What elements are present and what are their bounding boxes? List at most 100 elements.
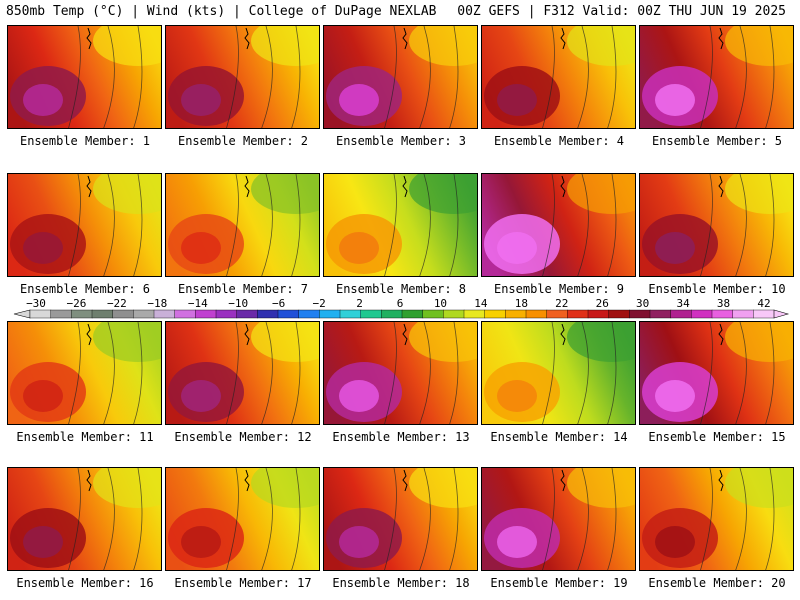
colorbar-tick-label: −26 — [67, 297, 87, 310]
ensemble-member-map — [481, 467, 636, 571]
ensemble-member-map — [7, 467, 162, 571]
colorbar-swatch — [753, 309, 775, 319]
member-label: Ensemble Member: 8 — [335, 282, 467, 296]
member-label: Ensemble Member: 15 — [648, 430, 786, 444]
colorbar-tick-label: 42 — [757, 297, 770, 310]
temperature-colorbar: −30 −26 −22 −18 −14 −10 −6 −2 2 6 10 14 18 22 26 30 34 38… — [13, 297, 790, 319]
member-label: Ensemble Member: 2 — [177, 134, 309, 148]
colorbar-tick-label: −10 — [228, 297, 248, 310]
colorbar-swatch — [732, 309, 754, 319]
colorbar-swatch — [257, 309, 279, 319]
temperature-field — [482, 26, 635, 128]
run-valid-time: 00Z GEFS | F312 Valid: 00Z THU JUN 19 20… — [457, 4, 786, 19]
temperature-field — [8, 468, 161, 570]
colorbar-swatch — [91, 309, 114, 319]
colorbar-tick-label: 38 — [717, 297, 730, 310]
colorbar-swatch — [319, 309, 341, 319]
temperature-field — [324, 26, 477, 128]
ensemble-member-map — [639, 25, 794, 129]
member-label: Ensemble Member: 3 — [335, 134, 467, 148]
colorbar-min-arrow — [13, 309, 31, 319]
member-label: Ensemble Member: 16 — [16, 576, 154, 590]
colorbar-swatch — [401, 309, 424, 319]
colorbar-swatch — [174, 309, 196, 319]
ensemble-member-map — [323, 467, 478, 571]
colorbar-swatch — [525, 309, 548, 319]
colorbar-tick-label: 22 — [555, 297, 568, 310]
ensemble-member-map — [639, 321, 794, 425]
temperature-field — [482, 322, 635, 424]
member-label: Ensemble Member: 13 — [332, 430, 470, 444]
ensemble-member-map — [639, 173, 794, 277]
ensemble-member-map — [323, 173, 478, 277]
ensemble-member-map — [7, 25, 162, 129]
colorbar-swatch — [691, 309, 713, 319]
colorbar-swatch — [277, 309, 300, 319]
temperature-field — [324, 174, 477, 276]
colorbar-tick-label: 30 — [636, 297, 649, 310]
member-label: Ensemble Member: 18 — [332, 576, 470, 590]
temperature-field — [166, 322, 319, 424]
temperature-field — [166, 26, 319, 128]
colorbar-tick-label: −22 — [107, 297, 127, 310]
colorbar-tick-label: 2 — [356, 297, 363, 310]
temperature-field — [8, 26, 161, 128]
member-label: Ensemble Member: 20 — [648, 576, 786, 590]
colorbar-tick-label: −6 — [272, 297, 285, 310]
colorbar-swatch — [133, 309, 155, 319]
member-label: Ensemble Member: 12 — [174, 430, 312, 444]
colorbar-tick-label: −30 — [26, 297, 46, 310]
colorbar-swatch — [339, 309, 362, 319]
member-label: Ensemble Member: 19 — [490, 576, 628, 590]
colorbar-tick-label: 34 — [676, 297, 690, 310]
colorbar-swatch — [649, 309, 672, 319]
member-label: Ensemble Member: 10 — [648, 282, 786, 296]
colorbar-swatch — [463, 309, 486, 319]
ensemble-member-map — [165, 321, 320, 425]
colorbar-tick-label: 14 — [474, 297, 488, 310]
temperature-field — [8, 174, 161, 276]
member-label: Ensemble Member: 14 — [490, 430, 628, 444]
map-title: 850mb Temp (°C) | Wind (kts) | College o… — [6, 4, 437, 19]
member-label: Ensemble Member: 11 — [16, 430, 154, 444]
temperature-field — [482, 468, 635, 570]
temperature-field — [324, 322, 477, 424]
colorbar-swatch — [484, 309, 506, 319]
member-label: Ensemble Member: 4 — [493, 134, 625, 148]
colorbar-swatch — [71, 309, 93, 319]
member-label: Ensemble Member: 9 — [493, 282, 625, 296]
colorbar-swatch — [567, 309, 589, 319]
member-label: Ensemble Member: 1 — [19, 134, 151, 148]
ensemble-member-map — [323, 25, 478, 129]
colorbar-swatch — [29, 309, 52, 319]
colorbar-swatch — [360, 309, 382, 319]
colorbar-swatch — [505, 309, 527, 319]
member-label: Ensemble Member: 6 — [19, 282, 151, 296]
colorbar-tick-label: 10 — [434, 297, 447, 310]
temperature-field — [640, 468, 793, 570]
colorbar-swatch — [422, 309, 444, 319]
colorbar-tick-label: 26 — [596, 297, 609, 310]
ensemble-member-map — [7, 173, 162, 277]
member-label: Ensemble Member: 17 — [174, 576, 312, 590]
member-label: Ensemble Member: 5 — [651, 134, 783, 148]
colorbar-tick-label: −2 — [312, 297, 325, 310]
colorbar-swatch — [711, 309, 734, 319]
ensemble-member-map — [481, 321, 636, 425]
colorbar-tick-label: 6 — [397, 297, 404, 310]
temperature-field — [166, 468, 319, 570]
colorbar-swatch — [587, 309, 610, 319]
ensemble-member-map — [7, 321, 162, 425]
ensemble-member-map — [165, 467, 320, 571]
colorbar-swatch — [215, 309, 238, 319]
temperature-field — [166, 174, 319, 276]
colorbar-swatch — [608, 309, 630, 319]
ensemble-member-map — [165, 25, 320, 129]
member-label: Ensemble Member: 7 — [177, 282, 309, 296]
colorbar-tick-label: −18 — [147, 297, 167, 310]
colorbar-swatch — [195, 309, 217, 319]
temperature-field — [8, 322, 161, 424]
colorbar-tick-label: −14 — [188, 297, 208, 310]
ensemble-member-map — [481, 173, 636, 277]
colorbar-max-arrow — [773, 309, 790, 319]
